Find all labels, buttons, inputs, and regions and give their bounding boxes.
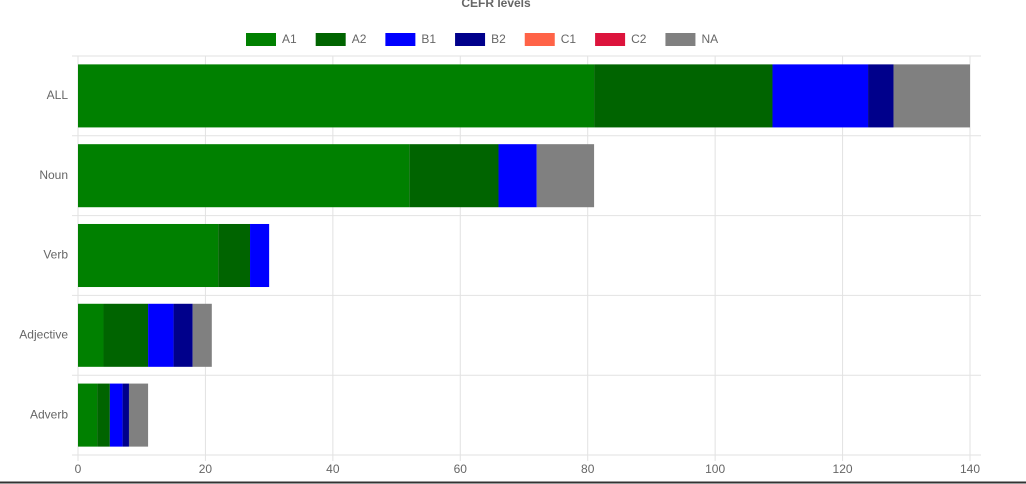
bar-segment — [103, 303, 149, 367]
x-tick-label: 140 — [960, 462, 980, 476]
bar-segment — [78, 383, 98, 447]
y-tick-label: Adverb — [30, 407, 68, 421]
x-tick-label: 120 — [833, 462, 853, 476]
chart-title: CEFR levels — [461, 0, 531, 10]
x-tick-label: 60 — [454, 462, 468, 476]
bar-segment — [78, 223, 219, 288]
bar-segment — [148, 303, 174, 367]
x-tick-label: 0 — [75, 462, 82, 476]
bar-segment — [78, 64, 595, 128]
legend-label: B2 — [491, 32, 506, 46]
bar-segment — [109, 383, 123, 447]
bar-segment — [594, 64, 773, 128]
legend-label: A1 — [282, 32, 297, 46]
bar-segment — [250, 223, 270, 288]
legend-swatch — [665, 33, 696, 46]
legend-swatch — [246, 33, 276, 46]
legend-label: A2 — [352, 32, 367, 46]
y-tick-label: Noun — [39, 168, 68, 182]
x-tick-label: 80 — [581, 462, 595, 476]
legend-swatch — [455, 33, 486, 46]
legend-swatch — [385, 33, 416, 46]
bar-segment — [893, 64, 970, 128]
bar-segment — [218, 223, 251, 288]
bar-segment — [192, 303, 212, 367]
legend-label: C1 — [561, 32, 577, 46]
bar-segment — [78, 144, 410, 208]
bar-segment — [868, 64, 894, 128]
x-tick-label: 100 — [705, 462, 725, 476]
y-tick-label: ALL — [47, 88, 69, 102]
legend-label: C2 — [631, 32, 647, 46]
bar-segment — [173, 303, 193, 367]
bar-segment — [128, 383, 149, 447]
bar-segment — [409, 144, 499, 208]
bar-segment — [498, 144, 537, 208]
x-tick-label: 20 — [199, 462, 213, 476]
bar-segment — [772, 64, 869, 128]
legend-label: NA — [701, 32, 718, 46]
legend-swatch — [315, 33, 346, 46]
bar-segment — [536, 144, 595, 208]
x-tick-label: 40 — [326, 462, 340, 476]
y-tick-label: Adjective — [19, 327, 68, 341]
legend-swatch — [524, 33, 555, 46]
bar-segment — [78, 303, 104, 367]
legend-label: B1 — [421, 32, 436, 46]
bar-segment — [97, 383, 110, 447]
y-tick-label: Verb — [43, 248, 68, 262]
bar-segment — [122, 383, 129, 447]
legend-swatch — [595, 33, 626, 46]
